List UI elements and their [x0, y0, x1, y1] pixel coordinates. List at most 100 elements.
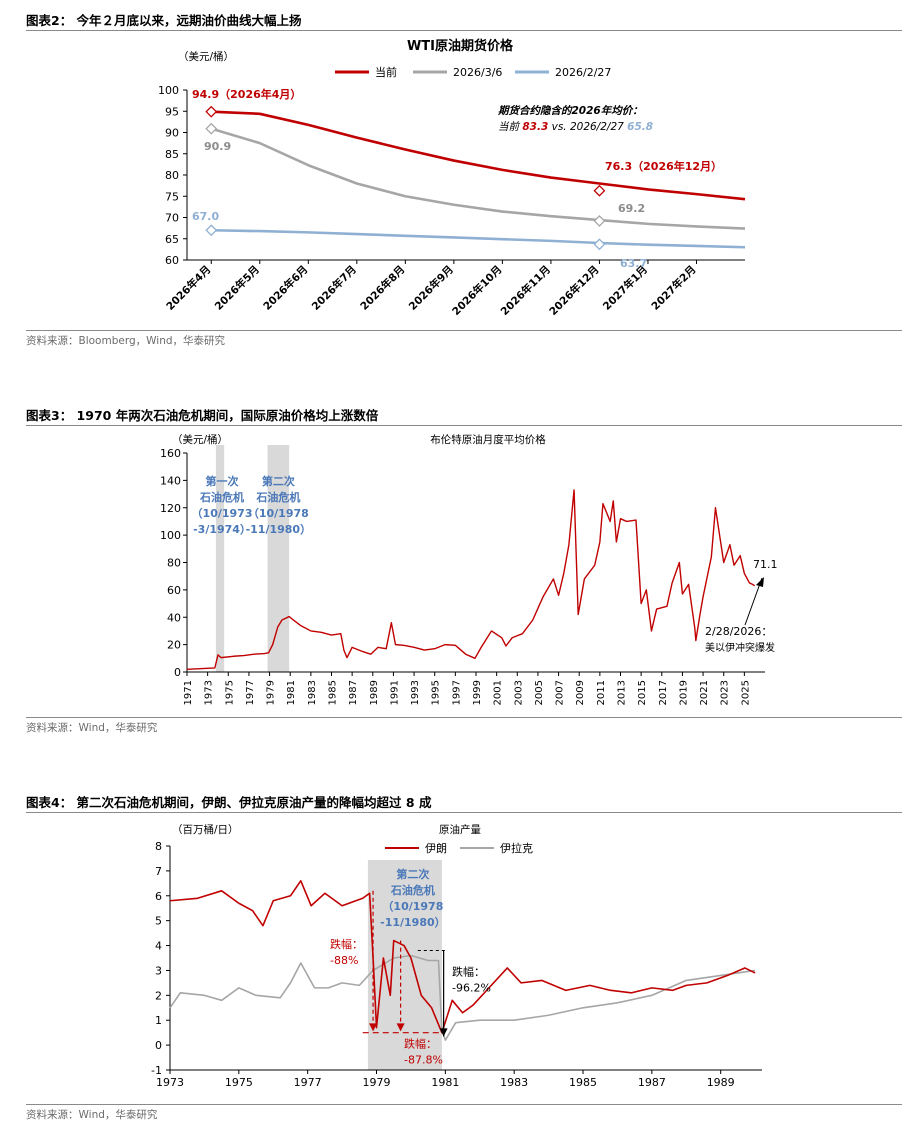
data-marker: [205, 122, 218, 135]
legend-label: 伊拉克: [500, 841, 533, 855]
x-tick-label: 2013: [617, 680, 628, 705]
figure-2-top-rule: [26, 30, 902, 31]
x-tick-label: 2005: [534, 680, 545, 705]
figure-4-source: 资料来源：Wind，华泰研究: [26, 1109, 158, 1121]
y-tick-label: 160: [160, 447, 181, 460]
legend-label: 2026/2/27: [555, 66, 611, 79]
x-tick-label: 2009: [575, 680, 586, 705]
figure-2-caption: 图表2： 今年２月底以来，远期油价曲线大幅上扬: [26, 13, 302, 28]
y-tick-label: 1: [155, 1014, 162, 1027]
x-tick-label: 1985: [328, 680, 339, 705]
x-tick-label: 1985: [569, 1076, 597, 1089]
series-line-0: [169, 880, 756, 1034]
x-tick-label: 2026年4月: [164, 263, 214, 313]
y-tick-label: 20: [167, 639, 181, 652]
shaded-periods: [215, 445, 290, 672]
annotation-current-start: 94.9（2026年4月）: [192, 87, 301, 101]
drop3-label-2: -87.8%: [404, 1054, 443, 1067]
x-tick-label: 1973: [156, 1076, 184, 1089]
event-arrowhead: [756, 577, 764, 587]
series: [169, 880, 756, 1041]
y-tick-label: 4: [155, 940, 162, 953]
x-tick-label: 1981: [431, 1076, 459, 1089]
x-tick-label: 1979: [363, 1076, 391, 1089]
crisis-shade: [267, 445, 290, 672]
series: [205, 105, 746, 251]
x-tick-label: 1977: [245, 680, 256, 705]
y-tick-label: 6: [155, 890, 162, 903]
y-tick-label: 65: [165, 233, 179, 246]
x-tick-label: 2026年6月: [261, 263, 311, 313]
y-tick-label: 3: [155, 964, 162, 977]
x-tick-label: 1971: [183, 680, 194, 705]
note-part-a: 当前: [498, 121, 522, 133]
figure-3-caption: 图表3： 1970 年两次石油危机期间，国际原油价格均上涨数倍: [26, 408, 379, 423]
event-label-1: 2/28/2026：: [705, 625, 772, 638]
figure-4-top-rule: [26, 812, 902, 813]
y-tick-label: 8: [155, 840, 162, 853]
x-tick-label: 1983: [500, 1076, 528, 1089]
crisis-label: 第二次: [396, 867, 429, 881]
annotations: 94.9（2026年4月） 76.3（2026年12月） 90.9 69.2 6…: [192, 87, 722, 270]
x-tick-label: 1995: [431, 680, 442, 705]
annotation-prev2-start: 67.0: [192, 210, 219, 223]
annotations: 第二次石油危机 （10/1978 -11/1980） 跌幅： -88% 跌幅： -96.2%…: [330, 867, 491, 1067]
y-tick-label: -1: [151, 1064, 162, 1077]
y-tick-label: 7: [155, 865, 162, 878]
y-tick-label: 75: [165, 190, 179, 203]
x-tick-label: 1987: [638, 1076, 666, 1089]
data-marker: [593, 214, 606, 227]
series-line-0: [211, 110, 746, 201]
crisis2-label: -11/1980）: [246, 523, 312, 536]
y-tick-label: 140: [160, 474, 181, 487]
iraq-drop-label-1: 跌幅：: [452, 964, 485, 978]
legend: 伊朗 伊拉克: [385, 841, 533, 855]
crisis1-label: 石油危机: [199, 490, 244, 504]
annotation-note-line1: 期货合约隐含的2026年均价：: [497, 104, 643, 117]
x-tick-label: 1977: [294, 1076, 322, 1089]
y-tick-label: 2: [155, 989, 162, 1002]
y-tick-label: 0: [155, 1039, 162, 1052]
crisis2-label: （10/1978: [248, 507, 309, 520]
y-tick-label: 80: [165, 169, 179, 182]
crisis2-label: 第二次: [262, 474, 295, 488]
legend-label: 伊朗: [425, 842, 447, 855]
x-tick-label: 2021: [699, 680, 710, 705]
x-tick-label: 1993: [410, 680, 421, 705]
x-tick-label: 2026年9月: [406, 263, 456, 313]
axes: 0 20 40 60 80 100 120 140 160 1971 1973 1975 1977 197…: [160, 447, 765, 705]
crisis2-label: 石油危机: [255, 490, 300, 504]
x-tick-label: 1989: [369, 680, 380, 705]
annotations: 第一次石油危机（10/1973-3/1974）第二次石油危机（10/1978-1…: [192, 474, 778, 654]
annotation-prev1-start: 90.9: [204, 140, 231, 153]
y-tick-label: 60: [165, 254, 179, 267]
y-tick-label: 100: [160, 529, 181, 542]
x-tick-label: 2001: [493, 680, 504, 705]
y-axis-label: （美元/桶）: [178, 50, 234, 63]
figure-3-top-rule: [26, 425, 902, 426]
shaded-periods: [367, 860, 442, 1070]
iraq-arrowhead: [439, 1028, 448, 1037]
crisis-label: 石油危机: [390, 883, 435, 897]
figure-4-caption: 图表4： 第二次石油危机期间，伊朗、伊拉克原油产量的降幅均超过 8 成: [26, 795, 432, 810]
y-tick-label: 95: [165, 105, 179, 118]
figure-3-source: 资料来源：Wind，华泰研究: [26, 722, 158, 734]
legend: 当前 2026/3/6 2026/2/27: [335, 65, 611, 79]
legend-label: 2026/3/6: [453, 66, 502, 79]
note-part-c: vs. 2026/2/27: [548, 121, 627, 133]
chart-title: 布伦特原油月度平均价格: [430, 433, 546, 446]
note-part-d: 65.8: [627, 121, 653, 133]
x-tick-label: 2015: [637, 680, 648, 705]
figure-2-bottom-rule: [26, 330, 902, 331]
figure-2-source: 资料来源：Bloomberg，Wind，华泰研究: [26, 335, 226, 347]
note-part-b: 83.3: [522, 121, 548, 133]
x-tick-label: 2011: [596, 680, 607, 705]
x-tick-label: 1979: [266, 680, 277, 705]
series-line-1: [169, 954, 756, 1041]
y-tick-label: 90: [165, 127, 179, 140]
iraq-drop-label-2: -96.2%: [452, 981, 491, 994]
series-line-1: [210, 127, 746, 230]
annotation-prev1-end: 69.2: [618, 202, 645, 215]
x-tick-label: 2019: [678, 680, 689, 705]
iran-drop-label-2: -88%: [330, 954, 358, 967]
